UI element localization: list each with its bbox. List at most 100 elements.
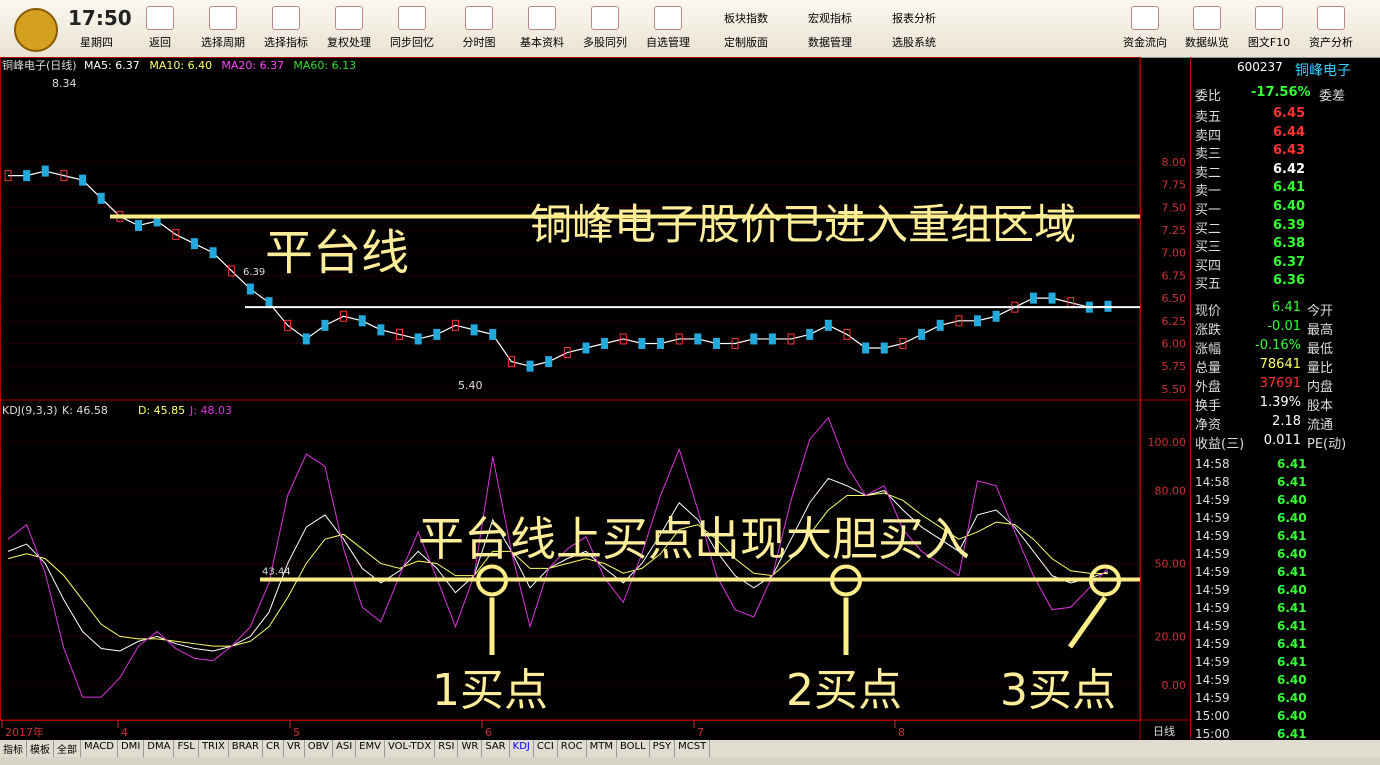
candle bbox=[23, 170, 31, 182]
candle bbox=[824, 319, 832, 331]
price: 6.41 bbox=[1277, 475, 1307, 489]
toolbar-button[interactable]: 基本资料 bbox=[512, 6, 572, 50]
candle bbox=[936, 319, 944, 331]
candle bbox=[880, 342, 888, 354]
buy-point bbox=[476, 564, 508, 597]
tab[interactable]: BRAR bbox=[229, 740, 263, 757]
price: 6.36 bbox=[1273, 273, 1306, 289]
label: 量比 bbox=[1307, 361, 1334, 376]
price: 6.40 bbox=[1273, 199, 1306, 214]
price: 6.42 bbox=[1273, 161, 1306, 177]
icon bbox=[335, 6, 363, 30]
label: 收益(三) bbox=[1195, 437, 1245, 452]
candle bbox=[302, 333, 310, 345]
label: 卖四 bbox=[1195, 128, 1222, 144]
price: 6.44 bbox=[1273, 124, 1306, 140]
annotation: 平台线上买点出现大胆买入 bbox=[418, 512, 970, 566]
button-label: 资产分析 bbox=[1309, 36, 1353, 49]
buy-point bbox=[1089, 564, 1121, 597]
tab[interactable]: DMI bbox=[118, 740, 145, 757]
time: 14:59 bbox=[1195, 655, 1230, 669]
price: 6.40 bbox=[1277, 673, 1307, 687]
tab[interactable]: RSI bbox=[435, 740, 459, 757]
buy-point bbox=[830, 564, 862, 597]
tab[interactable]: CR bbox=[263, 740, 284, 757]
toolbar-button[interactable]: 选择周期 bbox=[193, 6, 253, 50]
menu-item[interactable]: 定制版面 bbox=[724, 36, 768, 49]
icon bbox=[1131, 6, 1159, 30]
price: 6.41 bbox=[1273, 180, 1306, 196]
tab[interactable]: MACD bbox=[81, 740, 118, 757]
icon bbox=[209, 6, 237, 30]
y-tick-label: 8.00 bbox=[1162, 156, 1187, 169]
price-label: 5.40 bbox=[458, 379, 483, 392]
tab[interactable]: 全部 bbox=[54, 740, 81, 757]
tab[interactable]: ASI bbox=[333, 740, 357, 757]
tab[interactable]: BOLL bbox=[617, 740, 650, 757]
menu-item[interactable]: 宏观指标 bbox=[808, 12, 852, 25]
menu-item[interactable]: 数据管理 bbox=[808, 36, 852, 49]
label: 外盘 bbox=[1195, 380, 1222, 395]
menu-item[interactable]: 报表分析 bbox=[892, 12, 936, 25]
candle bbox=[41, 165, 49, 177]
menu-item[interactable]: 板块指数 bbox=[724, 12, 768, 25]
icon bbox=[1255, 6, 1283, 30]
tab[interactable]: MTM bbox=[587, 740, 617, 757]
toolbar-button[interactable]: 分时图 bbox=[449, 6, 509, 50]
x-tick-label: 2017年 bbox=[5, 725, 44, 739]
book-row: 卖二 6.42 bbox=[1195, 161, 1380, 181]
menu-item[interactable]: 选股系统 bbox=[892, 36, 936, 49]
quote-row: 换手 1.39% 股本 bbox=[1195, 395, 1380, 414]
button-label: 图文F10 bbox=[1247, 36, 1291, 49]
toolbar-button[interactable]: 选择指标 bbox=[256, 6, 316, 50]
price-label: 6.39 bbox=[243, 267, 265, 278]
price: 6.40 bbox=[1277, 547, 1307, 561]
tab[interactable]: ROC bbox=[558, 740, 587, 757]
button-label: 选择周期 bbox=[201, 36, 245, 49]
candle bbox=[973, 315, 981, 327]
tab[interactable]: TRIX bbox=[199, 740, 229, 757]
toolbar-button[interactable]: 返回 bbox=[130, 6, 190, 50]
price: 6.41 bbox=[1277, 619, 1307, 633]
toolbar-button[interactable]: 数据纵览 bbox=[1177, 6, 1237, 50]
y-tick-label: 100.00 bbox=[1148, 436, 1187, 449]
y-tick-label: 5.75 bbox=[1162, 360, 1187, 373]
toolbar-button[interactable]: 自选管理 bbox=[638, 6, 698, 50]
tab[interactable]: FSL bbox=[174, 740, 199, 757]
tab[interactable]: 指标 bbox=[0, 740, 27, 757]
logo bbox=[14, 8, 58, 52]
price: 6.41 bbox=[1277, 457, 1307, 471]
toolbar-button[interactable]: 多股同列 bbox=[575, 6, 635, 50]
time: 14:59 bbox=[1195, 529, 1230, 543]
candle bbox=[731, 337, 739, 349]
tab[interactable]: SAR bbox=[482, 740, 510, 757]
tab[interactable]: CCI bbox=[534, 740, 558, 757]
value: 78641 bbox=[1259, 357, 1301, 372]
tab[interactable]: PSY bbox=[650, 740, 676, 757]
tab[interactable]: 模板 bbox=[27, 740, 54, 757]
tab[interactable]: MCST bbox=[675, 740, 711, 757]
toolbar-button[interactable]: 资金流向 bbox=[1115, 6, 1175, 50]
tab[interactable]: OBV bbox=[305, 740, 333, 757]
tab[interactable]: VOL-TDX bbox=[385, 740, 436, 757]
toolbar-button[interactable]: 复权处理 bbox=[319, 6, 379, 50]
label: 买二 bbox=[1195, 221, 1222, 237]
icon bbox=[272, 6, 300, 30]
tab[interactable]: DMA bbox=[144, 740, 175, 757]
button-label: 资金流向 bbox=[1123, 36, 1167, 49]
tick-row: 14:59 6.40 bbox=[1195, 493, 1380, 511]
tab[interactable]: WR bbox=[458, 740, 483, 757]
tab[interactable]: VR bbox=[284, 740, 305, 757]
toolbar-button[interactable]: 同步回忆 bbox=[382, 6, 442, 50]
tab[interactable]: KDJ bbox=[510, 740, 534, 757]
price: 6.40 bbox=[1277, 493, 1307, 507]
candle bbox=[1048, 292, 1056, 304]
toolbar-button[interactable]: 图文F10 bbox=[1239, 6, 1299, 50]
time: 14:59 bbox=[1195, 583, 1230, 597]
toolbar-button[interactable]: 资产分析 bbox=[1301, 6, 1361, 50]
time: 14:59 bbox=[1195, 547, 1230, 561]
candle bbox=[489, 328, 497, 340]
tab[interactable]: EMV bbox=[356, 740, 385, 757]
tick-row: 14:59 6.41 bbox=[1195, 529, 1380, 547]
button-label: 分时图 bbox=[462, 36, 496, 49]
